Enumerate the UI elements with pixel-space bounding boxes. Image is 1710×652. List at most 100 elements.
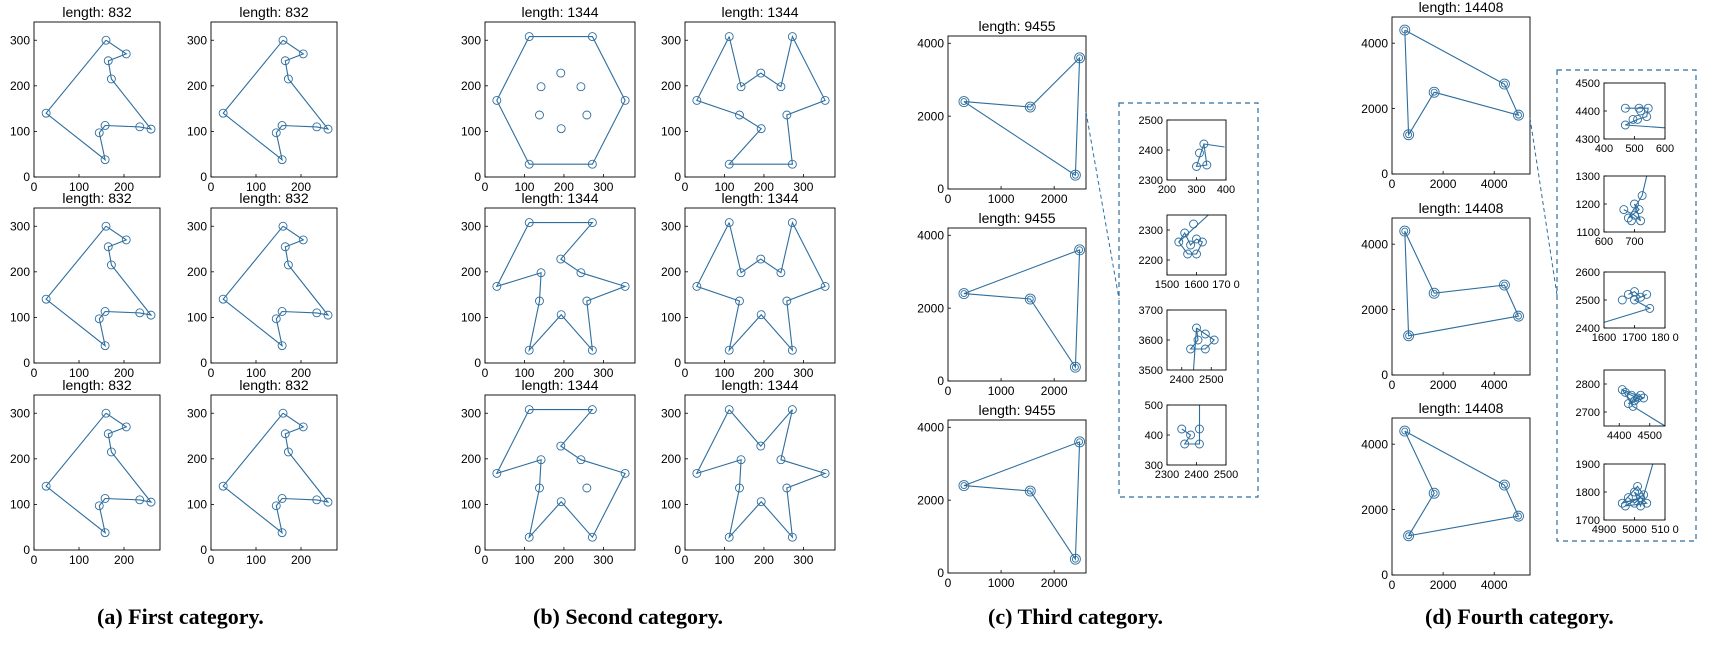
city-point (1634, 205, 1644, 215)
subplot: 0 100 200 300 0 100 200 300 length: 1344 (461, 4, 636, 194)
axes-box (33, 21, 161, 178)
subplot-title: length: 832 (62, 377, 131, 393)
axes-box (947, 419, 1087, 574)
city-point (283, 447, 293, 457)
tour-line (695, 409, 827, 540)
axes-box (210, 207, 338, 364)
y-tick-label: 1200 (1576, 199, 1600, 211)
city-point (41, 294, 51, 304)
city-point (312, 495, 322, 505)
y-tick-label: 0 (23, 543, 30, 557)
y-tick-label: 0 (937, 374, 944, 388)
y-tick-label: 3600 (1139, 335, 1163, 347)
axes-box (947, 227, 1087, 382)
city-point (1620, 387, 1630, 397)
axes-box (33, 207, 161, 364)
x-tick-label: 600 (1595, 236, 1613, 248)
x-tick-label: 2000 (1430, 578, 1457, 592)
city-point (1074, 244, 1086, 256)
city-point (958, 288, 970, 300)
y-tick-label: 0 (1381, 568, 1388, 582)
x-tick-label: 2400 (1184, 469, 1208, 481)
y-tick-label: 2300 (1139, 175, 1163, 187)
city-point (787, 32, 797, 42)
y-tick-label: 0 (674, 543, 681, 557)
subplot-title: length: 1344 (721, 4, 798, 20)
x-tick-label: 4900 (1592, 524, 1616, 536)
y-tick-label: 2500 (1139, 115, 1163, 127)
city-point (620, 468, 630, 478)
axes-box (1391, 417, 1531, 576)
subplot-title: length: 9455 (978, 210, 1055, 226)
tour-line (495, 409, 626, 540)
city-point (218, 108, 228, 118)
city-point (756, 124, 766, 134)
city-point (735, 296, 744, 306)
x-tick-label: 2300 (1155, 469, 1179, 481)
subplot: 0 2000 4000 0 2000 4000 length: 14408 (1361, 200, 1531, 392)
city-point (958, 96, 970, 108)
city-point (756, 254, 766, 264)
subplot: 0 1000 2000 0 2000 4000 length: 9455 (917, 210, 1087, 398)
city-point (146, 124, 156, 134)
y-tick-label: 200 (661, 79, 681, 93)
y-tick-label: 2000 (917, 109, 944, 123)
city-point (756, 497, 766, 507)
city-point (1626, 216, 1636, 226)
x-tick-label: 180 0 (1651, 332, 1679, 344)
city-point (278, 35, 288, 45)
y-tick-label: 100 (461, 311, 481, 325)
city-point (1623, 213, 1633, 223)
city-point (492, 281, 502, 291)
x-tick-label: 200 (114, 366, 134, 380)
subplot: 0 100 200 0 100 200 300 length: 832 (10, 190, 161, 380)
city-point (524, 345, 534, 355)
tour-line (222, 225, 330, 348)
city-point (1645, 303, 1655, 313)
x-tick-label: 200 (291, 366, 311, 380)
x-tick-label: 100 (69, 553, 89, 567)
city-point (1074, 436, 1086, 448)
city-point-inner (1405, 532, 1413, 540)
city-point (1636, 390, 1646, 400)
x-tick-label: 0 (31, 180, 38, 194)
y-tick-label: 400 (1145, 430, 1163, 442)
y-tick-label: 100 (661, 498, 681, 512)
x-tick-label: 0 (682, 180, 689, 194)
city-point (1636, 216, 1646, 226)
zoom-connector-third (1085, 111, 1120, 300)
y-tick-label: 0 (674, 356, 681, 370)
x-tick-label: 400 (1217, 184, 1235, 196)
y-tick-label: 300 (661, 406, 681, 420)
y-tick-label: 4300 (1576, 134, 1600, 146)
city-point (535, 483, 544, 493)
city-point (1174, 237, 1184, 247)
city-point (1193, 335, 1203, 345)
subplot: 0 100 200 0 100 200 300 length: 832 (187, 190, 338, 380)
zoom-box-fourth (1556, 69, 1697, 542)
city-point (582, 296, 592, 306)
city-point (1623, 493, 1633, 503)
axes-box (1391, 217, 1531, 376)
x-tick-label: 2000 (1041, 576, 1068, 590)
city-point (100, 155, 110, 165)
city-point (536, 268, 546, 278)
x-tick-label: 200 (291, 180, 311, 194)
city-point (135, 308, 145, 318)
x-tick-label: 200 (1158, 184, 1176, 196)
x-tick-label: 200 (754, 553, 774, 567)
city-point (106, 447, 116, 457)
city-point (1628, 114, 1638, 124)
city-point (1639, 490, 1649, 500)
city-point (692, 281, 702, 291)
subplot-title: length: 832 (239, 4, 308, 20)
city-point (1428, 287, 1440, 299)
x-tick-label: 100 (69, 180, 89, 194)
city-point (1200, 344, 1210, 354)
y-tick-label: 200 (187, 452, 207, 466)
city-point (1619, 205, 1629, 215)
x-tick-label: 1600 (1592, 332, 1616, 344)
subplot-title: length: 1344 (521, 377, 598, 393)
tour-line (45, 225, 153, 348)
city-point (1403, 129, 1415, 141)
